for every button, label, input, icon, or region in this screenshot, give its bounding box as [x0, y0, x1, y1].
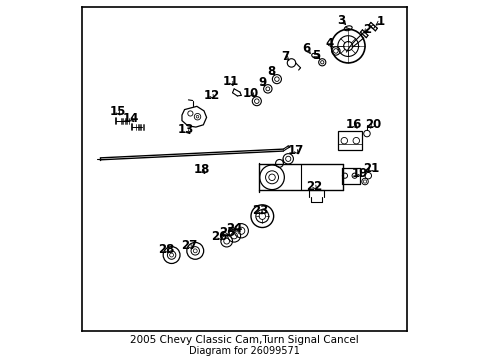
Text: 12: 12: [203, 89, 219, 102]
Text: 28: 28: [158, 243, 174, 256]
Bar: [338, 131, 361, 150]
Text: 7: 7: [281, 50, 288, 63]
Text: 14: 14: [122, 112, 139, 125]
Text: 24: 24: [225, 222, 242, 235]
Text: 20: 20: [365, 118, 381, 131]
Text: 4: 4: [325, 37, 333, 50]
Text: 10: 10: [243, 86, 259, 100]
Text: 8: 8: [267, 65, 275, 78]
Text: 21: 21: [363, 162, 379, 175]
Text: 26: 26: [211, 230, 227, 243]
Text: 9: 9: [258, 76, 266, 89]
Text: 5: 5: [312, 49, 320, 62]
Text: 11: 11: [223, 75, 239, 88]
Text: 13: 13: [177, 123, 193, 136]
Text: 25: 25: [219, 226, 235, 239]
Text: 27: 27: [181, 239, 197, 252]
Text: 3: 3: [337, 14, 345, 27]
Text: 23: 23: [251, 204, 267, 217]
Text: 1: 1: [376, 15, 384, 28]
Text: 2005 Chevy Classic Cam,Turn Signal Cancel: 2005 Chevy Classic Cam,Turn Signal Cance…: [130, 335, 358, 345]
Text: 15: 15: [109, 105, 125, 118]
Text: 2: 2: [362, 23, 370, 36]
Text: 17: 17: [287, 144, 303, 157]
Text: 18: 18: [193, 163, 209, 176]
Text: Diagram for 26099571: Diagram for 26099571: [189, 346, 299, 356]
Text: 19: 19: [350, 167, 367, 180]
Text: 16: 16: [345, 118, 362, 131]
Text: 22: 22: [305, 180, 322, 193]
Text: 6: 6: [302, 42, 310, 55]
